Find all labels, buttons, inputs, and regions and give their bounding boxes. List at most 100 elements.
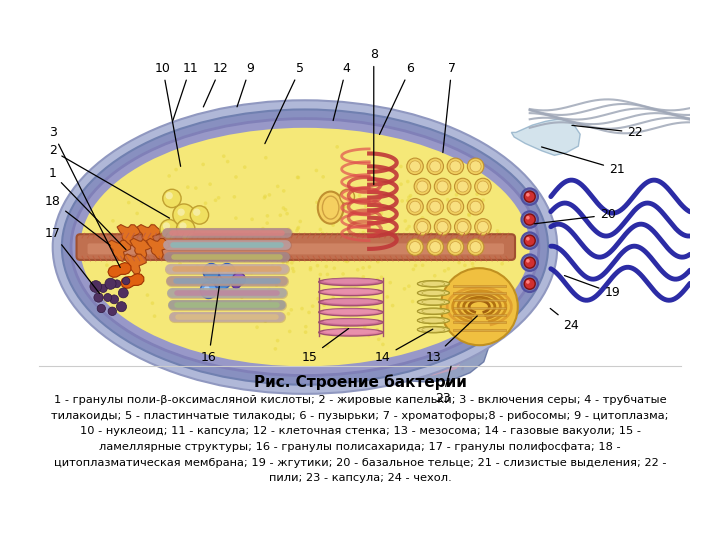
Circle shape (178, 262, 182, 266)
Circle shape (380, 335, 383, 338)
Circle shape (196, 233, 199, 237)
Circle shape (407, 243, 410, 247)
Text: пили; 23 - капсула; 24 - чехол.: пили; 23 - капсула; 24 - чехол. (269, 473, 451, 483)
Circle shape (173, 204, 195, 226)
Circle shape (284, 208, 287, 212)
Circle shape (181, 227, 185, 230)
Circle shape (188, 289, 192, 293)
Circle shape (251, 244, 255, 247)
Circle shape (285, 212, 289, 215)
Circle shape (190, 206, 209, 224)
Circle shape (467, 214, 471, 217)
Circle shape (90, 281, 102, 292)
Circle shape (132, 256, 135, 260)
Circle shape (457, 261, 461, 265)
Circle shape (400, 199, 404, 203)
Circle shape (395, 352, 397, 354)
Circle shape (406, 180, 410, 184)
Polygon shape (511, 119, 580, 156)
Circle shape (435, 327, 438, 329)
Circle shape (411, 332, 414, 335)
Circle shape (204, 286, 210, 291)
Circle shape (162, 254, 166, 258)
Circle shape (251, 218, 254, 221)
Circle shape (186, 267, 190, 271)
Circle shape (234, 217, 238, 220)
Circle shape (145, 253, 148, 256)
Circle shape (420, 216, 424, 220)
Circle shape (197, 230, 200, 234)
Circle shape (237, 244, 240, 247)
Circle shape (428, 321, 431, 325)
Circle shape (427, 158, 444, 174)
Circle shape (454, 219, 471, 235)
Circle shape (402, 350, 405, 353)
Circle shape (387, 217, 391, 221)
Ellipse shape (323, 299, 378, 304)
Circle shape (264, 156, 268, 159)
Circle shape (282, 255, 285, 259)
Circle shape (219, 264, 235, 280)
Circle shape (315, 168, 318, 172)
Circle shape (364, 205, 368, 208)
Circle shape (428, 339, 431, 342)
Polygon shape (146, 238, 169, 260)
Circle shape (202, 249, 205, 253)
Circle shape (118, 288, 128, 298)
Circle shape (361, 266, 365, 269)
Circle shape (240, 295, 243, 299)
Circle shape (495, 229, 499, 233)
Circle shape (391, 304, 395, 307)
Circle shape (238, 249, 242, 252)
Circle shape (287, 227, 291, 231)
Text: 21: 21 (541, 147, 625, 176)
Circle shape (290, 261, 294, 265)
Circle shape (320, 232, 325, 235)
Circle shape (447, 239, 464, 255)
Circle shape (296, 176, 300, 179)
Circle shape (150, 222, 154, 226)
Circle shape (297, 239, 300, 243)
Ellipse shape (318, 192, 343, 224)
Circle shape (399, 165, 402, 168)
Circle shape (276, 185, 279, 188)
Ellipse shape (418, 281, 449, 287)
Circle shape (108, 307, 117, 315)
Circle shape (336, 245, 339, 248)
Text: цитоплазматическая мембрана; 19 - жгутики; 20 - базальное тельце; 21 - слизистые: цитоплазматическая мембрана; 19 - жгутик… (54, 457, 666, 468)
Circle shape (127, 201, 130, 205)
Circle shape (288, 329, 292, 333)
Circle shape (454, 193, 459, 197)
Circle shape (256, 315, 261, 319)
Circle shape (113, 280, 121, 288)
Circle shape (305, 244, 309, 248)
Circle shape (399, 183, 403, 186)
Circle shape (358, 237, 361, 240)
Circle shape (145, 293, 149, 297)
Circle shape (396, 345, 399, 348)
Circle shape (481, 268, 485, 272)
Circle shape (140, 201, 143, 205)
Circle shape (279, 213, 282, 217)
Circle shape (411, 204, 415, 207)
Circle shape (466, 340, 469, 343)
Polygon shape (371, 329, 466, 375)
Circle shape (428, 334, 431, 336)
Circle shape (462, 350, 464, 353)
Circle shape (416, 167, 420, 171)
Circle shape (242, 280, 246, 284)
Circle shape (182, 227, 186, 231)
Circle shape (289, 242, 292, 246)
Circle shape (289, 238, 293, 242)
Circle shape (306, 247, 310, 251)
Circle shape (274, 347, 277, 350)
Circle shape (291, 267, 294, 271)
Circle shape (446, 198, 449, 201)
Circle shape (174, 202, 177, 206)
Ellipse shape (319, 299, 383, 306)
Circle shape (269, 299, 272, 302)
Circle shape (435, 362, 438, 365)
Circle shape (427, 316, 431, 320)
Text: 5: 5 (265, 62, 305, 144)
Circle shape (462, 287, 465, 291)
